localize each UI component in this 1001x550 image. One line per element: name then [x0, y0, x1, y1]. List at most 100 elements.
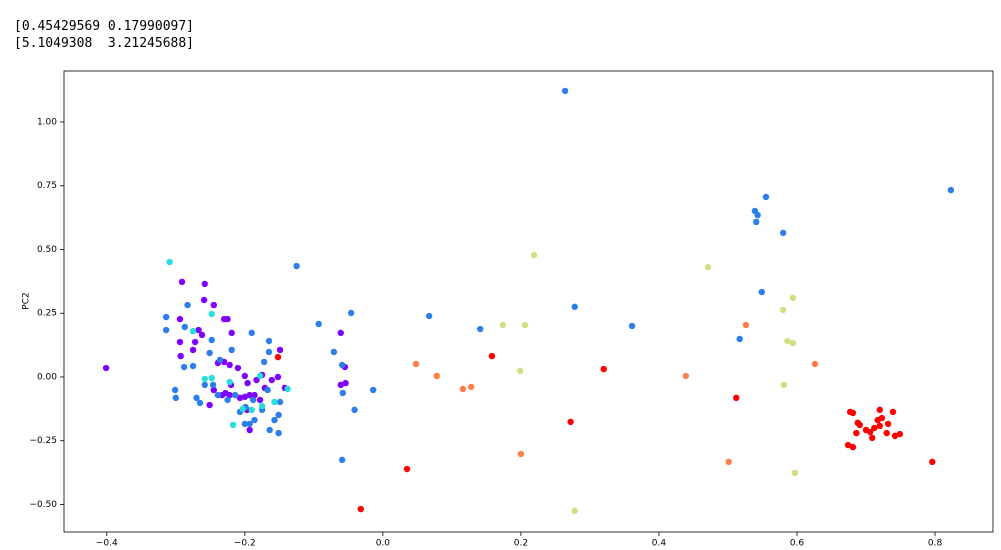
y-tick-label: 0.75 [37, 181, 57, 191]
point [198, 331, 206, 339]
point [357, 505, 364, 513]
point [195, 326, 202, 334]
point [162, 313, 170, 321]
point [499, 321, 507, 329]
y-tick-label: 0.00 [37, 372, 57, 382]
point [246, 426, 253, 434]
point [567, 418, 574, 426]
point [876, 422, 884, 430]
y-tick-label: 0.25 [37, 309, 57, 319]
point [315, 320, 322, 328]
point [779, 229, 787, 237]
point [248, 406, 255, 414]
point [811, 360, 819, 368]
point [196, 399, 204, 407]
point [228, 346, 235, 354]
point [488, 352, 496, 360]
point [468, 383, 475, 391]
point [201, 280, 208, 288]
point [246, 420, 253, 428]
point [189, 346, 197, 354]
point [425, 312, 433, 320]
point [224, 315, 231, 323]
point [791, 469, 799, 477]
point [258, 402, 266, 410]
point [189, 362, 197, 370]
x-tick-label: 0.6 [790, 539, 805, 549]
point [844, 441, 852, 449]
point [866, 428, 874, 436]
point [779, 306, 787, 314]
point [947, 186, 955, 194]
point [241, 372, 249, 380]
point [742, 321, 750, 329]
y-axis-label: PC2 [22, 292, 32, 309]
point [874, 416, 881, 424]
point [266, 426, 273, 434]
point [201, 375, 208, 383]
point [337, 329, 344, 337]
point [265, 337, 273, 345]
point [180, 363, 188, 371]
point [249, 396, 257, 404]
point [208, 336, 215, 344]
point [849, 443, 857, 451]
point [184, 301, 191, 309]
point [284, 385, 291, 393]
point [274, 353, 282, 361]
point [736, 335, 743, 343]
point [347, 309, 355, 317]
point [176, 338, 184, 346]
y-tick-label: −0.25 [29, 436, 57, 446]
output-text: [0.45429569 0.17990097] [5.1049308 3.212… [14, 18, 194, 52]
point [758, 288, 765, 296]
x-tick-label: 0.2 [514, 539, 528, 549]
point [733, 394, 740, 402]
point [849, 409, 857, 417]
point [876, 406, 884, 414]
point [178, 278, 186, 286]
point [176, 315, 184, 323]
point [216, 356, 224, 364]
point [201, 381, 208, 389]
point [246, 391, 253, 399]
point [275, 429, 282, 437]
point [102, 364, 110, 372]
point [241, 420, 249, 428]
point [342, 379, 349, 387]
x-tick-label: −0.4 [96, 539, 118, 549]
point [293, 262, 300, 270]
point [162, 326, 170, 334]
point [530, 251, 538, 259]
point [189, 327, 197, 335]
point [403, 465, 411, 473]
point [171, 386, 179, 394]
point [789, 339, 797, 347]
point [889, 408, 897, 416]
point [459, 385, 467, 393]
point [275, 411, 282, 419]
point [891, 432, 899, 440]
point [412, 360, 420, 368]
x-tick-label: −0.2 [234, 539, 256, 549]
point [226, 378, 233, 386]
point [330, 348, 338, 356]
x-tick-label: 0.4 [652, 539, 667, 549]
point [229, 421, 237, 429]
point [339, 389, 347, 397]
point [869, 434, 876, 442]
point [337, 381, 344, 389]
point [561, 87, 569, 95]
point [260, 358, 268, 366]
point [274, 373, 282, 381]
output-line: [0.45429569 0.17990097] [14, 19, 195, 34]
point [896, 430, 904, 438]
x-tick-label: 0.0 [376, 539, 391, 549]
point [166, 258, 173, 266]
point [762, 193, 770, 201]
point [206, 349, 213, 357]
point [780, 381, 788, 389]
point [251, 416, 258, 424]
